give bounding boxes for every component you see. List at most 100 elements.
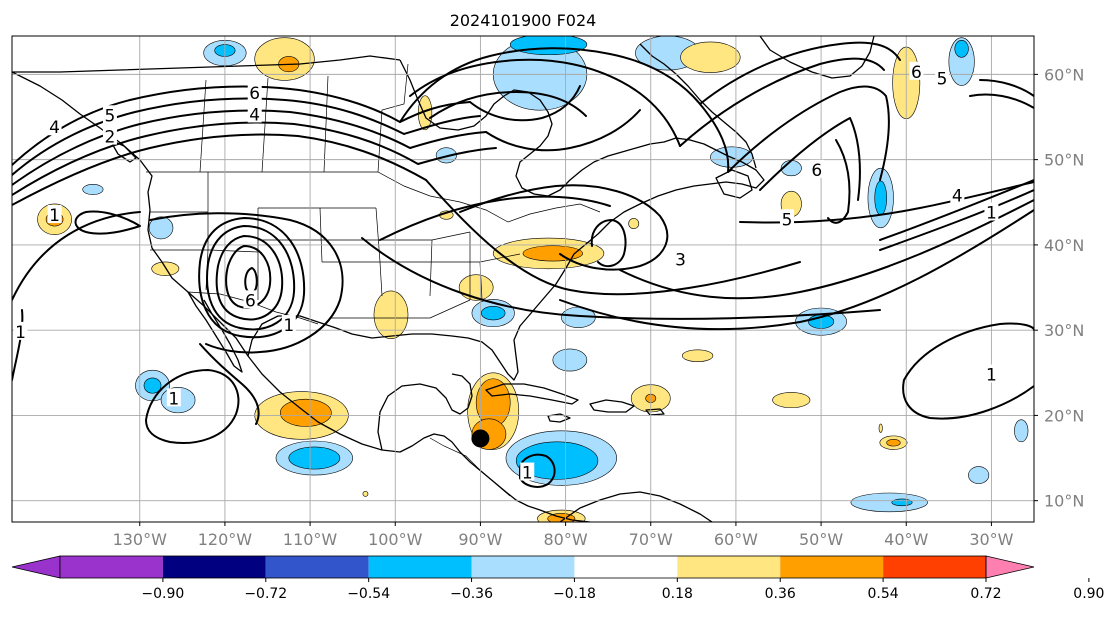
anomaly-region xyxy=(82,184,104,195)
contour-label: 1 xyxy=(49,206,60,226)
anomaly-region xyxy=(680,41,741,73)
contour-line xyxy=(12,211,141,301)
contour-label: 1 xyxy=(15,323,26,343)
anomaly-region xyxy=(891,498,913,507)
coastline-hudson-bay xyxy=(399,59,677,197)
lat-tick-label: 20°N xyxy=(1044,406,1084,425)
contour-label-halo xyxy=(247,83,262,102)
contour-line xyxy=(590,219,627,268)
border-us-mexico xyxy=(187,291,319,325)
anomaly-region xyxy=(509,36,588,56)
island-cuba xyxy=(485,383,579,405)
anomaly-region xyxy=(954,39,969,58)
lon-tick-label: 40°W xyxy=(884,530,928,549)
colorbar-tick-label: 0.90 xyxy=(1073,586,1104,602)
contour-label: 2 xyxy=(105,128,116,148)
border-us-canada xyxy=(146,171,601,223)
latitude-labels: 10°N 20°N 30°N 40°N 50°N 60°N xyxy=(1034,65,1084,511)
contour-label: 4 xyxy=(49,118,60,138)
contour-line xyxy=(827,139,851,224)
contour-line xyxy=(198,217,306,339)
contour-line xyxy=(679,57,885,147)
contour-label: 6 xyxy=(811,161,822,181)
colorbar-tick-label: −0.72 xyxy=(244,586,287,602)
contour-label: 6 xyxy=(911,63,922,83)
lon-tick-label: 30°W xyxy=(969,530,1013,549)
coastline-greenland xyxy=(759,36,875,79)
anomaly-region xyxy=(1014,419,1029,443)
contour-line xyxy=(459,184,669,271)
colorbar-tick-label: −0.36 xyxy=(450,586,493,602)
contour-label-halo xyxy=(281,315,296,334)
anomaly-region xyxy=(522,245,583,262)
lon-tick-label: 120°W xyxy=(198,530,253,549)
island-newfoundland xyxy=(715,169,753,199)
coastline-gulf xyxy=(247,137,765,381)
contour-label-halo xyxy=(13,321,28,340)
lon-tick-label: 100°W xyxy=(368,530,423,549)
contour-label-halo xyxy=(673,249,688,268)
contour-line xyxy=(149,212,344,354)
contour-line xyxy=(12,309,24,381)
longitude-labels: 130°W 120°W 110°W 100°W 90°W 80°W 70°W 60°W 50°W… xyxy=(113,522,1014,549)
contour-label: 1 xyxy=(986,365,997,385)
contour-label-halo xyxy=(247,104,262,123)
contour-line xyxy=(225,245,272,309)
anomaly-region xyxy=(850,492,928,513)
lon-tick-label: 130°W xyxy=(113,530,168,549)
contour-line xyxy=(485,109,641,152)
contour-label-halo xyxy=(984,202,999,221)
anomaly-region xyxy=(143,377,162,394)
anomaly-region xyxy=(148,216,174,240)
contour-line xyxy=(727,85,890,181)
contour-line xyxy=(759,117,861,201)
lat-tick-label: 10°N xyxy=(1044,492,1084,511)
contour-label: 4 xyxy=(249,105,260,125)
anomaly-region xyxy=(772,392,811,409)
anomaly-region xyxy=(151,261,180,276)
contour-label-halo xyxy=(243,290,258,309)
colorbar: −0.90 −0.72 −0.54 −0.36 −0.18 0.18 0.36 0.54 0.7… xyxy=(11,555,1104,602)
contour-line xyxy=(215,235,284,321)
colorbar-tick-label: −0.18 xyxy=(553,586,596,602)
contour-label: 5 xyxy=(105,106,116,126)
contour-label-halo xyxy=(780,209,795,228)
colorbar-segment xyxy=(60,556,163,578)
lat-tick-label: 40°N xyxy=(1044,236,1084,255)
lat-tick-label: 60°N xyxy=(1044,65,1084,84)
anomaly-region xyxy=(373,290,409,339)
island-jamaica xyxy=(547,413,571,423)
contour-label: 6 xyxy=(249,84,260,104)
contour-label: 3 xyxy=(675,250,686,270)
coastlines xyxy=(12,36,875,522)
contour-label-halo xyxy=(935,68,950,87)
contour-label: 1 xyxy=(986,203,997,223)
contour-label-halo xyxy=(809,159,824,178)
contour-line xyxy=(379,195,611,241)
contour-line xyxy=(879,189,1034,251)
contour-line xyxy=(361,237,881,320)
coastline-labrador xyxy=(639,43,757,169)
anomaly-region xyxy=(878,423,883,433)
island-south-america-coast xyxy=(559,491,713,522)
contour-label: 5 xyxy=(782,210,793,230)
contour-label-halo xyxy=(520,462,535,481)
colorbar-tick-label: 0.18 xyxy=(662,586,693,602)
anomaly-region xyxy=(968,466,990,484)
contour-label-halo xyxy=(47,205,62,224)
colorbar-segment xyxy=(883,556,986,578)
contour-label: 1 xyxy=(283,316,294,336)
anomaly-region xyxy=(480,305,506,321)
colorbar-segment xyxy=(677,556,781,578)
contour-label-halo xyxy=(102,105,117,124)
lat-tick-label: 50°N xyxy=(1044,151,1084,170)
island-puerto-rico xyxy=(645,408,665,416)
colorbar-extend-low xyxy=(11,555,61,579)
contour-line xyxy=(425,179,801,296)
storm-position-marker xyxy=(471,429,490,448)
coastline-arctic xyxy=(12,55,401,73)
contour-line xyxy=(969,93,1034,109)
anomaly-region xyxy=(681,349,714,363)
